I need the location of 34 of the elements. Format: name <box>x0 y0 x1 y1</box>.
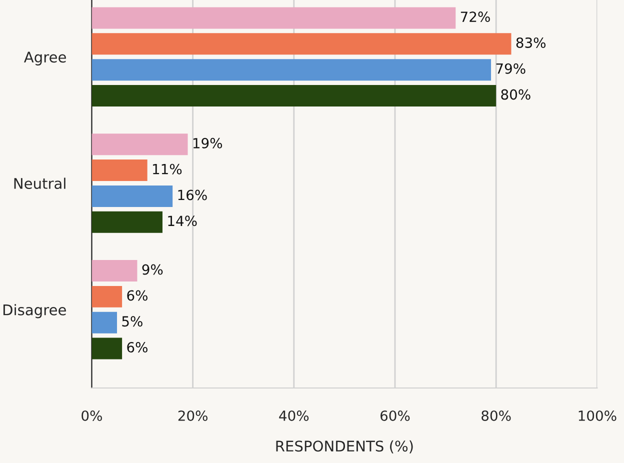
bar <box>92 312 117 334</box>
x-tick-label: 40% <box>279 410 309 421</box>
bar <box>92 338 122 360</box>
bar <box>92 211 162 233</box>
x-tick-label: 20% <box>178 410 208 421</box>
data-label: 16% <box>178 190 207 200</box>
bar <box>92 7 456 29</box>
x-tick-label: 100% <box>578 410 616 421</box>
data-label: 14% <box>168 216 197 226</box>
data-label: 19% <box>193 138 222 148</box>
data-label: 72% <box>460 12 490 22</box>
bar <box>92 33 512 55</box>
bar <box>92 160 148 182</box>
data-label: 79% <box>496 63 526 74</box>
bar <box>92 185 173 207</box>
data-label: 5% <box>122 316 142 327</box>
y-tick-label: Disagree <box>3 304 66 318</box>
x-tick-label: 80% <box>482 410 511 421</box>
data-label: 9% <box>142 264 163 275</box>
bar <box>92 59 492 81</box>
bar <box>92 260 138 282</box>
bar <box>92 134 188 156</box>
x-tick-label: 60% <box>380 410 410 421</box>
x-tick-label: 0% <box>82 410 102 421</box>
data-label: 80% <box>501 89 530 100</box>
data-label: 6% <box>127 290 148 301</box>
data-label: 83% <box>516 37 546 48</box>
y-tick-label: Agree <box>24 52 66 66</box>
data-label: 11% <box>153 164 182 174</box>
bar <box>92 84 496 106</box>
bar <box>92 286 122 308</box>
y-tick-label: Neutral <box>14 178 66 189</box>
x-axis-title: RESPONDENTS (%) <box>276 440 413 454</box>
data-label: 6% <box>127 342 148 353</box>
